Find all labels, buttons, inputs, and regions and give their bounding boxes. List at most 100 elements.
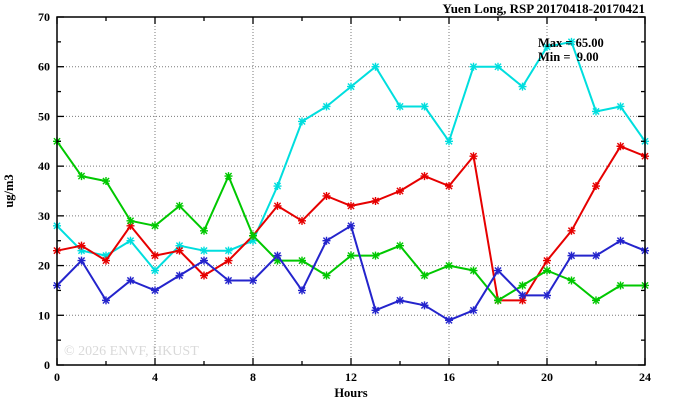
marker-blue-series-h12 bbox=[347, 221, 355, 230]
marker-red-series-h4 bbox=[151, 251, 159, 260]
marker-red-series-h14 bbox=[396, 187, 404, 195]
marker-green-series-h21 bbox=[567, 276, 576, 285]
marker-cyan-series-h13 bbox=[371, 62, 380, 71]
marker-red-series-h19 bbox=[518, 296, 527, 305]
marker-red-series-h3 bbox=[126, 221, 135, 230]
marker-blue-series-h20 bbox=[543, 291, 551, 300]
marker-green-series-h20 bbox=[543, 266, 551, 275]
marker-green-series-h8 bbox=[249, 231, 257, 240]
marker-cyan-series-h12 bbox=[347, 82, 355, 91]
y-axis-label: ug/m3 bbox=[2, 174, 16, 207]
marker-green-series-h2 bbox=[102, 177, 110, 186]
marker-cyan-series-h10 bbox=[298, 117, 306, 126]
marker-blue-series-h2 bbox=[102, 296, 110, 305]
x-tick-label-16: 16 bbox=[443, 370, 455, 384]
marker-red-series-h20 bbox=[543, 256, 551, 265]
x-tick-label-24: 24 bbox=[639, 370, 651, 384]
marker-green-series-h22 bbox=[592, 296, 600, 305]
marker-cyan-series-h6 bbox=[200, 246, 208, 255]
marker-green-series-h4 bbox=[151, 221, 159, 230]
y-tick-label-10: 10 bbox=[38, 308, 50, 322]
x-tick-label-8: 8 bbox=[250, 370, 256, 384]
watermark: © 2026 ENVF, HKUST bbox=[64, 344, 199, 359]
marker-green-series-h11 bbox=[322, 271, 331, 280]
marker-red-series-h13 bbox=[371, 196, 380, 205]
marker-blue-series-h4 bbox=[151, 286, 159, 295]
marker-blue-series-h15 bbox=[420, 301, 429, 310]
marker-green-series-h15 bbox=[420, 271, 429, 280]
marker-green-series-h7 bbox=[224, 172, 233, 181]
series-layer bbox=[53, 37, 649, 325]
marker-cyan-series-h8 bbox=[249, 236, 257, 245]
marker-green-series-h1 bbox=[77, 172, 86, 181]
y-tick-label-20: 20 bbox=[38, 259, 50, 273]
tick-label-layer: 0 4 8 12 16 20 24 0 10 20 30 40 50 60 70 bbox=[38, 10, 651, 384]
marker-red-series-h10 bbox=[298, 216, 306, 225]
marker-red-series-h23 bbox=[616, 142, 625, 151]
marker-blue-series-h21 bbox=[567, 251, 576, 260]
marker-cyan-series-h11 bbox=[322, 102, 331, 111]
marker-green-series-h23 bbox=[616, 281, 625, 290]
marker-red-series-h21 bbox=[567, 226, 576, 235]
marker-red-series-h7 bbox=[224, 256, 233, 265]
marker-red-series-h15 bbox=[420, 172, 429, 181]
x-tick-label-20: 20 bbox=[541, 370, 553, 384]
marker-green-series-h6 bbox=[200, 226, 208, 235]
marker-red-series-h17 bbox=[469, 152, 478, 161]
marker-blue-series-h22 bbox=[592, 251, 600, 260]
marker-red-series-h22 bbox=[592, 182, 600, 191]
marker-blue-series-h7 bbox=[224, 276, 233, 285]
legend-min-label: Min = 9.00 bbox=[538, 50, 599, 64]
x-axis-label: Hours bbox=[334, 386, 367, 400]
y-tick-label-0: 0 bbox=[44, 358, 50, 372]
marker-cyan-series-h1 bbox=[77, 246, 86, 255]
marker-red-series-h5 bbox=[175, 246, 184, 255]
marker-cyan-series-h18 bbox=[494, 62, 502, 71]
marker-cyan-series-h22 bbox=[592, 107, 600, 116]
marker-blue-series-h1 bbox=[77, 256, 86, 265]
marker-cyan-series-h2 bbox=[102, 251, 110, 260]
marker-green-series-h17 bbox=[469, 266, 478, 275]
marker-blue-series-h13 bbox=[371, 306, 380, 315]
marker-cyan-series-h23 bbox=[616, 102, 625, 111]
marker-green-series-h9 bbox=[273, 256, 282, 265]
marker-blue-series-h18 bbox=[494, 266, 502, 275]
marker-blue-series-h8 bbox=[249, 276, 257, 285]
y-tick-label-70: 70 bbox=[38, 10, 50, 24]
marker-blue-series-h19 bbox=[518, 291, 527, 300]
marker-cyan-series-h5 bbox=[175, 241, 184, 250]
marker-blue-series-h23 bbox=[616, 236, 625, 245]
marker-cyan-series-h4 bbox=[151, 266, 159, 275]
marker-cyan-series-h19 bbox=[518, 82, 527, 91]
marker-blue-series-h11 bbox=[322, 236, 331, 245]
marker-blue-series-h16 bbox=[445, 316, 453, 325]
marker-cyan-series-h16 bbox=[445, 137, 453, 146]
marker-cyan-series-h17 bbox=[469, 62, 478, 71]
y-tick-label-60: 60 bbox=[38, 60, 50, 74]
marker-cyan-series-h3 bbox=[126, 236, 135, 245]
marker-green-series-h5 bbox=[175, 201, 184, 210]
y-tick-label-40: 40 bbox=[38, 159, 50, 173]
marker-blue-series-h5 bbox=[175, 271, 184, 280]
chart-title: Yuen Long, RSP 20170418-20170421 bbox=[443, 1, 646, 16]
marker-red-series-h1 bbox=[77, 241, 86, 250]
marker-blue-series-h3 bbox=[126, 276, 135, 285]
x-tick-label-0: 0 bbox=[54, 370, 60, 384]
marker-cyan-series-h7 bbox=[224, 246, 233, 255]
marker-red-series-h12 bbox=[347, 201, 355, 210]
marker-red-series-h11 bbox=[322, 191, 331, 200]
marker-green-series-h3 bbox=[126, 216, 135, 225]
series-line-green-series bbox=[56, 140, 645, 302]
marker-green-series-h14 bbox=[396, 241, 404, 250]
marker-green-series-h18 bbox=[494, 296, 502, 305]
marker-red-series-h9 bbox=[273, 201, 282, 210]
y-tick-label-50: 50 bbox=[38, 109, 50, 123]
x-tick-label-12: 12 bbox=[345, 370, 357, 384]
marker-green-series-h13 bbox=[371, 251, 380, 260]
marker-red-series-h6 bbox=[200, 271, 208, 280]
marker-blue-series-h14 bbox=[396, 296, 404, 305]
grid-layer bbox=[57, 17, 645, 365]
marker-red-series-h2 bbox=[102, 256, 110, 265]
marker-green-series-h16 bbox=[445, 261, 453, 270]
